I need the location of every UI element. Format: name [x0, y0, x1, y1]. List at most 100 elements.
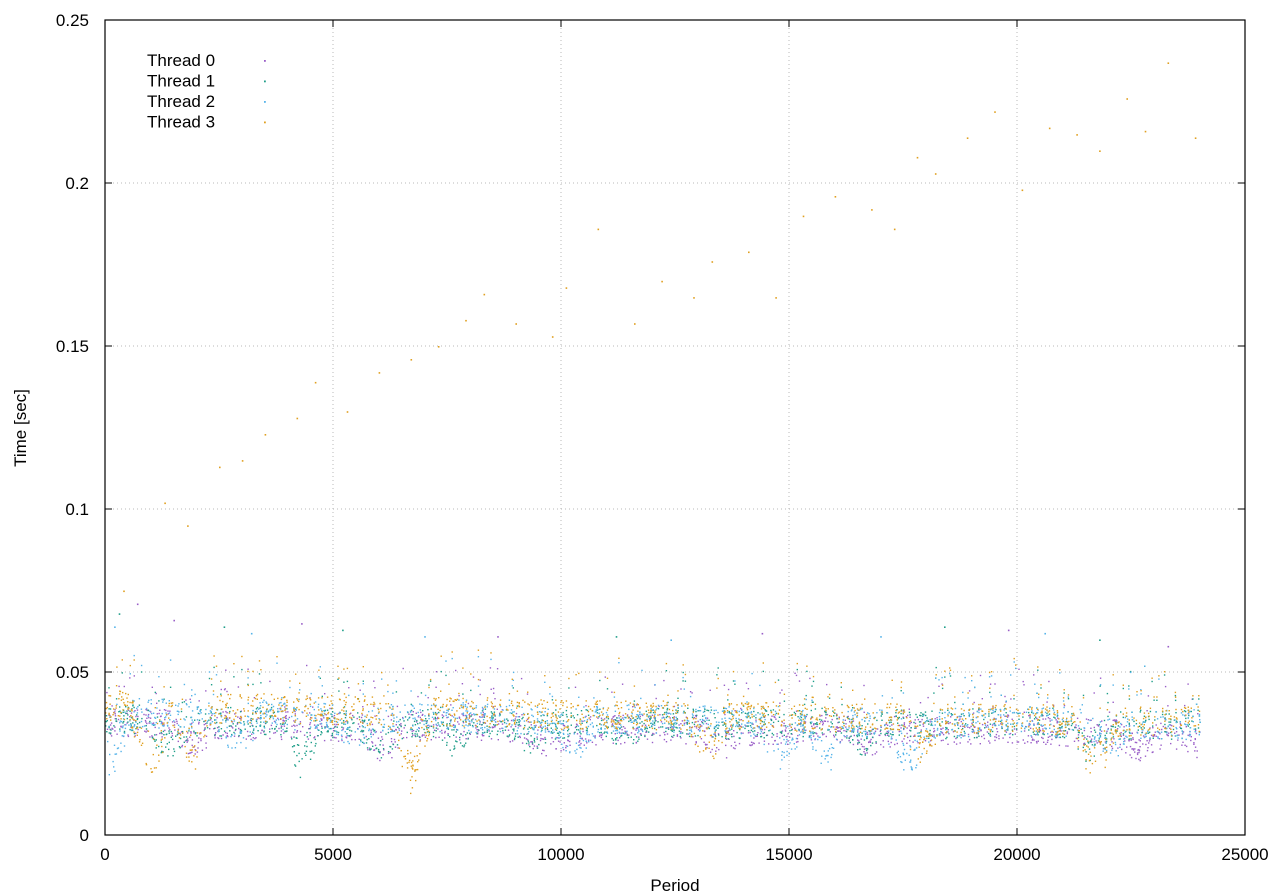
data-point	[255, 712, 257, 715]
data-point	[915, 747, 918, 749]
data-point	[869, 741, 872, 743]
data-point	[512, 687, 514, 689]
data-point	[714, 738, 717, 740]
data-point	[755, 719, 757, 721]
data-point	[536, 745, 538, 747]
data-point	[734, 680, 736, 682]
data-point	[280, 725, 283, 727]
data-point	[514, 735, 517, 737]
data-point	[1029, 723, 1031, 726]
data-point	[125, 724, 127, 726]
data-point	[764, 709, 766, 711]
data-point	[579, 744, 581, 746]
data-point	[1022, 739, 1024, 741]
data-point	[137, 715, 139, 718]
data-point	[775, 712, 778, 715]
data-point	[1184, 704, 1186, 707]
data-point	[972, 713, 974, 716]
data-point	[284, 730, 286, 733]
data-point	[818, 736, 820, 739]
data-point	[976, 736, 978, 739]
data-point	[469, 712, 471, 715]
data-point	[200, 739, 202, 742]
data-point	[324, 703, 327, 705]
data-point	[959, 734, 962, 736]
data-point	[374, 687, 376, 689]
data-point	[252, 683, 254, 686]
data-point	[185, 716, 188, 718]
data-point	[599, 708, 601, 710]
data-point	[611, 718, 613, 720]
data-point	[546, 701, 549, 703]
data-point	[580, 733, 582, 735]
data-point	[414, 733, 416, 735]
data-point	[666, 733, 669, 735]
data-point	[304, 745, 306, 747]
data-point	[536, 718, 539, 720]
data-point	[819, 715, 821, 717]
data-point	[1112, 719, 1114, 722]
data-point	[621, 683, 624, 685]
data-point	[858, 727, 860, 729]
data-point	[601, 719, 604, 721]
data-point	[610, 732, 613, 734]
data-point	[821, 755, 823, 757]
data-point	[828, 697, 831, 699]
data-point	[1182, 731, 1185, 733]
data-point	[454, 714, 456, 716]
data-point	[516, 690, 519, 692]
data-point	[958, 715, 961, 718]
data-point	[166, 743, 168, 745]
data-point	[765, 734, 768, 737]
data-point	[989, 733, 991, 736]
data-point	[374, 703, 376, 705]
data-point	[426, 726, 428, 729]
data-point	[126, 717, 128, 720]
data-point	[592, 726, 594, 728]
data-point	[154, 740, 156, 742]
data-point	[944, 670, 946, 672]
data-point	[635, 729, 637, 731]
data-point	[562, 729, 565, 731]
data-point	[828, 725, 830, 727]
data-point	[360, 721, 362, 723]
data-point	[522, 728, 525, 730]
data-point	[929, 718, 931, 721]
data-point	[504, 729, 507, 731]
data-point	[211, 721, 214, 723]
data-point	[385, 733, 387, 735]
data-point	[1042, 714, 1044, 717]
data-point	[626, 733, 628, 735]
data-point	[579, 722, 581, 724]
data-point	[1046, 715, 1048, 717]
data-point	[725, 725, 727, 727]
data-point	[444, 732, 446, 734]
data-point	[1037, 723, 1039, 726]
data-point	[441, 706, 444, 709]
data-point	[126, 710, 128, 712]
data-point	[1105, 741, 1107, 744]
data-point	[176, 722, 178, 725]
data-point	[783, 751, 785, 754]
data-point	[499, 728, 501, 730]
data-point	[325, 721, 328, 724]
data-point	[973, 701, 975, 704]
data-point	[137, 728, 139, 731]
data-point	[1052, 709, 1055, 711]
data-point	[1167, 705, 1169, 707]
data-point	[709, 751, 712, 753]
data-point	[840, 686, 842, 688]
data-point	[223, 717, 226, 719]
data-point	[869, 715, 871, 717]
data-point	[830, 756, 832, 759]
data-point	[430, 725, 433, 727]
data-point	[875, 728, 877, 730]
data-point	[1184, 723, 1187, 726]
data-point	[875, 741, 877, 743]
data-point	[721, 736, 723, 738]
data-point	[954, 701, 956, 704]
data-point	[816, 725, 818, 728]
data-point	[125, 706, 127, 708]
data-point	[168, 730, 170, 732]
data-point	[135, 720, 137, 723]
